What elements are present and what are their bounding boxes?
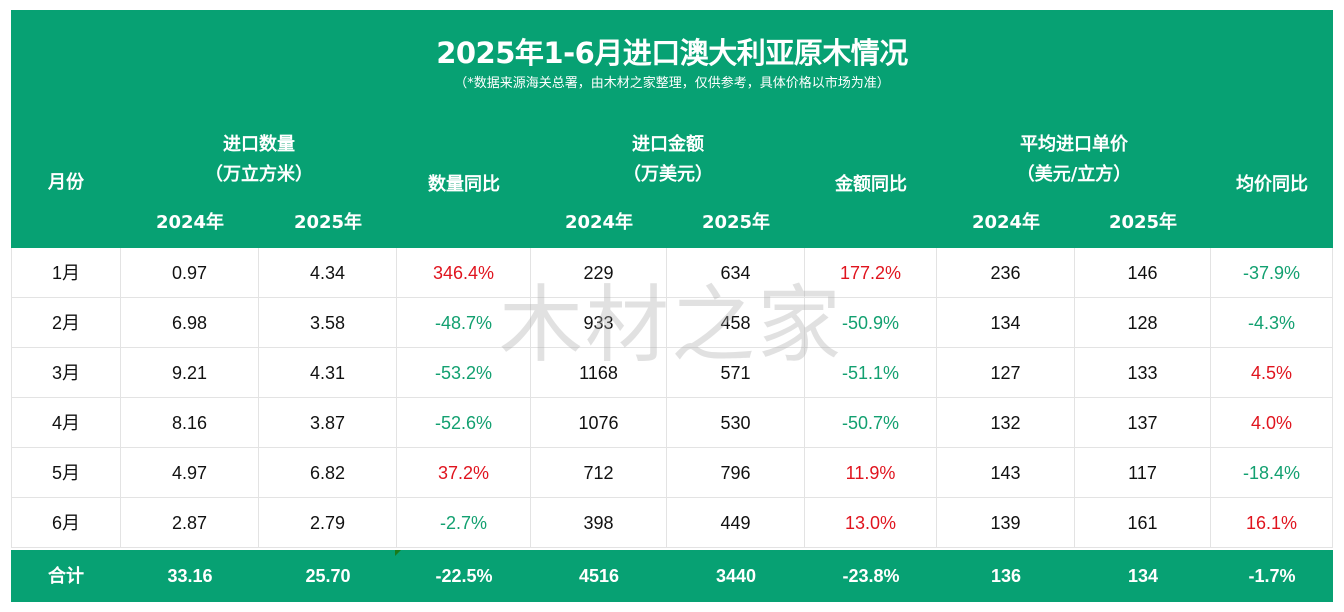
cell-qty-2024: 2.87 xyxy=(121,498,259,548)
total-price-yoy: -1.7% xyxy=(1248,566,1296,586)
cell-qty-2024: 4.97 xyxy=(121,448,259,498)
table-row: 6月 2.87 2.79 -2.7% 398 449 13.0% 139 161… xyxy=(11,498,1333,548)
cell-amt-yoy: -51.1% xyxy=(805,348,937,398)
total-row: 合计 33.16 25.70 -22.5% 4516 3440 -23.8% 1… xyxy=(11,550,1333,602)
total-price-2025: 134 xyxy=(1127,566,1159,586)
cell-amt-2024: 398 xyxy=(531,498,667,548)
cell-qty-2025: 4.34 xyxy=(259,248,397,298)
header-price-2025: 2025年 xyxy=(1108,212,1178,233)
cell-amt-2024: 1076 xyxy=(531,398,667,448)
cell-price-2025: 146 xyxy=(1075,248,1211,298)
cell-month: 4月 xyxy=(11,398,121,448)
cell-price-2025: 137 xyxy=(1075,398,1211,448)
total-qty-yoy: -22.5% xyxy=(435,566,493,586)
cell-amt-2025: 796 xyxy=(667,448,805,498)
cell-price-2024: 134 xyxy=(937,298,1075,348)
header-amt-group: 进口金额 xyxy=(632,134,704,155)
header-price-yoy: 均价同比 xyxy=(1236,174,1308,195)
cell-amt-yoy: -50.7% xyxy=(805,398,937,448)
header-amt-2025: 2025年 xyxy=(701,212,771,233)
cell-month: 6月 xyxy=(11,498,121,548)
header-qty-yoy: 数量同比 xyxy=(428,174,500,195)
cell-month: 5月 xyxy=(11,448,121,498)
cell-price-2025: 133 xyxy=(1075,348,1211,398)
total-price-2024: 136 xyxy=(990,566,1022,586)
header-price-2024: 2024年 xyxy=(971,212,1041,233)
cell-price-2024: 139 xyxy=(937,498,1075,548)
cell-qty-2025: 2.79 xyxy=(259,498,397,548)
cell-price-yoy: -37.9% xyxy=(1211,248,1333,298)
cell-month: 1月 xyxy=(11,248,121,298)
cell-amt-2024: 1168 xyxy=(531,348,667,398)
cell-qty-yoy: -2.7% xyxy=(397,498,531,548)
header-amt-unit: （万美元） xyxy=(623,164,713,185)
header-price-group: 平均进口单价 xyxy=(1020,134,1128,155)
cell-month: 2月 xyxy=(11,298,121,348)
cell-comment-marker-icon xyxy=(395,550,401,556)
cell-price-2024: 132 xyxy=(937,398,1075,448)
table-row: 4月 8.16 3.87 -52.6% 1076 530 -50.7% 132 … xyxy=(11,398,1333,448)
table-row: 3月 9.21 4.31 -53.2% 1168 571 -51.1% 127 … xyxy=(11,348,1333,398)
cell-qty-yoy: 37.2% xyxy=(397,448,531,498)
cell-amt-yoy: 13.0% xyxy=(805,498,937,548)
cell-month: 3月 xyxy=(11,348,121,398)
cell-qty-2024: 9.21 xyxy=(121,348,259,398)
total-amt-yoy: -23.8% xyxy=(842,566,900,586)
cell-qty-yoy: -52.6% xyxy=(397,398,531,448)
header-qty-unit: （万立方米） xyxy=(205,164,313,185)
cell-amt-2025: 571 xyxy=(667,348,805,398)
cell-qty-2025: 4.31 xyxy=(259,348,397,398)
cell-price-2025: 117 xyxy=(1075,448,1211,498)
header-qty-group: 进口数量 xyxy=(223,134,295,155)
cell-qty-2024: 6.98 xyxy=(121,298,259,348)
cell-qty-2024: 0.97 xyxy=(121,248,259,298)
table-row: 2月 6.98 3.58 -48.7% 933 458 -50.9% 134 1… xyxy=(11,298,1333,348)
table-header: 2025年1-6月进口澳大利亚原木情况 （*数据来源海关总署，由木材之家整理，仅… xyxy=(11,10,1333,248)
page-title: 2025年1-6月进口澳大利亚原木情况 xyxy=(436,36,908,70)
cell-amt-yoy: 177.2% xyxy=(805,248,937,298)
cell-price-2025: 161 xyxy=(1075,498,1211,548)
header-qty-2024: 2024年 xyxy=(155,212,225,233)
cell-amt-2025: 634 xyxy=(667,248,805,298)
source-note: （*数据来源海关总署，由木材之家整理，仅供参考，具体价格以市场为准） xyxy=(454,76,890,91)
cell-price-yoy: 4.5% xyxy=(1211,348,1333,398)
cell-price-yoy: 16.1% xyxy=(1211,498,1333,548)
cell-qty-yoy: -53.2% xyxy=(397,348,531,398)
header-amt-yoy: 金额同比 xyxy=(835,174,907,195)
cell-amt-2024: 229 xyxy=(531,248,667,298)
cell-price-yoy: -18.4% xyxy=(1211,448,1333,498)
cell-amt-2025: 530 xyxy=(667,398,805,448)
table-row: 5月 4.97 6.82 37.2% 712 796 11.9% 143 117… xyxy=(11,448,1333,498)
cell-price-yoy: 4.0% xyxy=(1211,398,1333,448)
cell-amt-yoy: 11.9% xyxy=(805,448,937,498)
cell-amt-2024: 933 xyxy=(531,298,667,348)
cell-amt-2024: 712 xyxy=(531,448,667,498)
header-price-unit: （美元/立方） xyxy=(1016,164,1132,185)
total-label: 合计 xyxy=(48,566,84,586)
header-month: 月份 xyxy=(48,172,84,193)
cell-qty-2025: 6.82 xyxy=(259,448,397,498)
cell-amt-yoy: -50.9% xyxy=(805,298,937,348)
cell-price-yoy: -4.3% xyxy=(1211,298,1333,348)
header-amt-2024: 2024年 xyxy=(564,212,634,233)
cell-price-2025: 128 xyxy=(1075,298,1211,348)
cell-price-2024: 236 xyxy=(937,248,1075,298)
cell-amt-2025: 458 xyxy=(667,298,805,348)
cell-qty-2024: 8.16 xyxy=(121,398,259,448)
total-qty-2024: 33.16 xyxy=(167,566,213,586)
total-qty-2025: 25.70 xyxy=(305,566,351,586)
cell-price-2024: 127 xyxy=(937,348,1075,398)
import-table: 2025年1-6月进口澳大利亚原木情况 （*数据来源海关总署，由木材之家整理，仅… xyxy=(11,10,1333,602)
cell-qty-yoy: -48.7% xyxy=(397,298,531,348)
total-amt-2024: 4516 xyxy=(578,566,620,586)
cell-price-2024: 143 xyxy=(937,448,1075,498)
total-amt-2025: 3440 xyxy=(715,566,757,586)
cell-amt-2025: 449 xyxy=(667,498,805,548)
cell-qty-2025: 3.87 xyxy=(259,398,397,448)
cell-qty-yoy: 346.4% xyxy=(397,248,531,298)
table-row: 1月 0.97 4.34 346.4% 229 634 177.2% 236 1… xyxy=(11,248,1333,298)
cell-qty-2025: 3.58 xyxy=(259,298,397,348)
header-qty-2025: 2025年 xyxy=(293,212,363,233)
